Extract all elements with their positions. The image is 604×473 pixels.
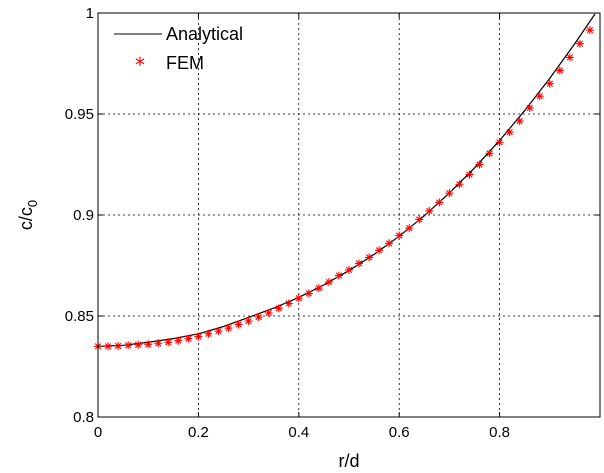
fem-point [274,304,283,313]
fem-point [284,299,293,308]
fem-point [515,117,524,126]
fem-point [455,180,464,189]
fem-point [415,215,424,224]
y-tick-label: 1 [86,5,94,22]
x-tick-label: 0.6 [389,424,410,441]
fem-point [154,339,163,348]
fem-point [134,340,143,349]
fem-point [475,160,484,169]
grid [98,13,600,417]
y-tick-label: 0.9 [73,207,94,224]
fem-point [375,246,384,255]
fem-point [465,170,474,179]
fem-point [505,128,514,137]
fem-point [224,324,233,333]
fem-point [104,342,113,351]
fem-point [525,103,534,112]
x-tick-label: 0.2 [188,424,209,441]
fem-point [425,206,434,215]
fem-point [395,231,404,240]
fem-point [174,336,183,345]
fem-point [314,284,323,293]
fem-point [244,317,253,326]
x-axis-label: r/d [338,451,359,471]
fem-point [164,338,173,347]
y-tick-label: 0.95 [65,106,94,123]
fem-point [575,39,584,48]
y-tick-label: 0.8 [73,409,94,426]
x-tick-label: 0.4 [288,424,309,441]
legend-fem-label: FEM [166,53,204,73]
fem-point [124,341,133,350]
fem-point [334,271,343,280]
x-tick-label: 0 [94,424,102,441]
fem-point [445,189,454,198]
fem-point [194,332,203,341]
legend: Analytical * FEM [114,24,243,77]
x-tick-label: 0.8 [489,424,510,441]
fem-point [555,66,564,75]
fem-point [204,329,213,338]
y-axis-label-subscript: 0 [25,200,40,207]
fem-point [264,308,273,317]
fem-point [535,92,544,101]
fem-point [545,79,554,88]
fem-point [294,294,303,303]
legend-analytical-label: Analytical [166,24,243,44]
y-axis-label-base: c/c [16,207,36,230]
fem-point [234,320,243,329]
fem-point [324,278,333,287]
y-axis-label: c/c0 [16,200,40,230]
fem-point [114,341,123,350]
fem-point [184,334,193,343]
legend-fem-marker: * [135,53,145,77]
fem-point [485,149,494,158]
fem-point [254,313,263,322]
series-layer [94,13,596,351]
fem-point [385,239,394,248]
fem-point [345,265,353,274]
fem-point [585,26,594,35]
fem-point [355,259,364,268]
fem-point [304,289,313,298]
fem-point [144,340,153,349]
ticks: 0 0.2 0.4 0.6 0.8 0.8 0.85 0.9 0.95 1 [65,5,600,441]
fem-point [565,53,574,62]
fem-point [405,224,414,233]
y-tick-label: 0.85 [65,308,94,325]
fem-point [214,327,223,336]
fem-point [365,253,374,262]
fem-point [435,198,444,207]
fem-point [495,138,504,147]
